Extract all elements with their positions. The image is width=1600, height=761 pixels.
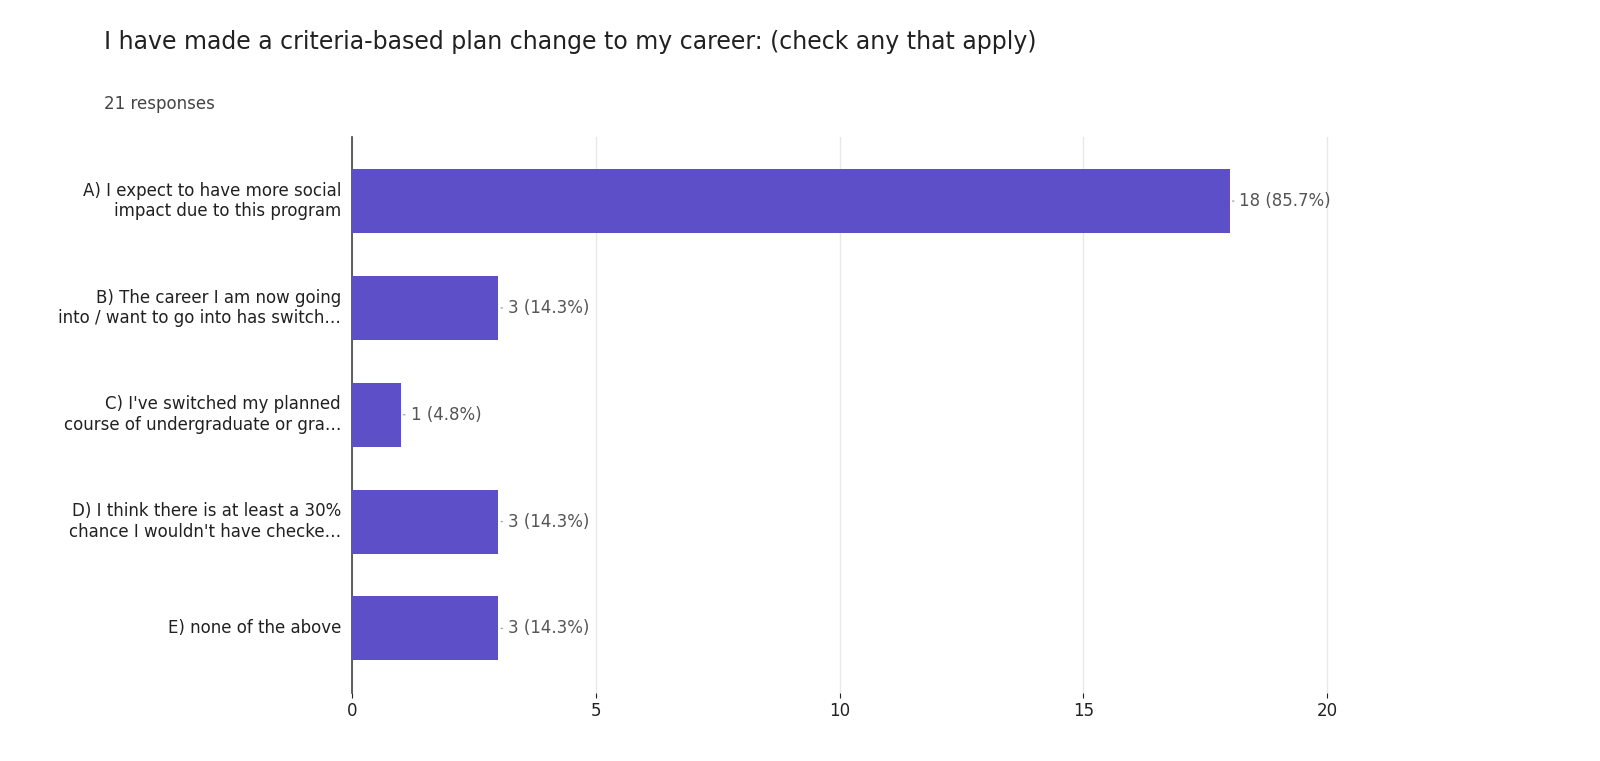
Bar bbox=[352, 597, 498, 661]
Text: 3 (14.3%): 3 (14.3%) bbox=[501, 513, 589, 530]
Text: 21 responses: 21 responses bbox=[104, 95, 214, 113]
Text: 3 (14.3%): 3 (14.3%) bbox=[501, 619, 589, 638]
Text: 3 (14.3%): 3 (14.3%) bbox=[501, 299, 589, 317]
Bar bbox=[352, 489, 498, 554]
Text: 1 (4.8%): 1 (4.8%) bbox=[403, 406, 482, 424]
Bar bbox=[352, 169, 1230, 233]
Bar bbox=[352, 383, 400, 447]
Text: I have made a criteria-based plan change to my career: (check any that apply): I have made a criteria-based plan change… bbox=[104, 30, 1037, 55]
Bar bbox=[352, 275, 498, 340]
Text: 18 (85.7%): 18 (85.7%) bbox=[1232, 192, 1331, 210]
